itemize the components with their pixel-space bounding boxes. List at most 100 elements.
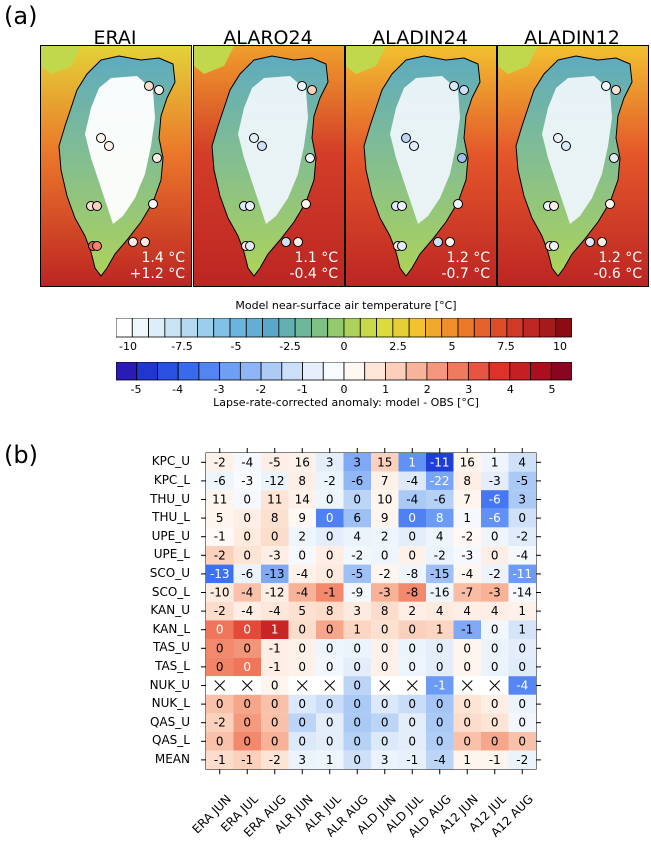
heatmap-cell-value: -1: [241, 753, 253, 767]
heatmap-cell-value: -1: [461, 623, 473, 637]
heatmap-cell-value: -1: [269, 641, 281, 655]
heatmap-cell: [316, 732, 344, 751]
heatmap-cell-value: 0: [298, 697, 306, 711]
station-marker: [92, 241, 102, 251]
colorbar-anom-swatch: [322, 362, 345, 381]
heatmap-cell: [316, 471, 344, 491]
heatmap-cell: [426, 750, 454, 770]
colorbar-anom-swatch: [550, 362, 572, 381]
heatmap-cell: [453, 620, 481, 639]
colorbar-anom-swatch: [530, 362, 552, 381]
heatmap-cell: [371, 713, 399, 732]
heatmap-cell: [206, 620, 234, 639]
heatmap-cell-value: 0: [381, 548, 389, 562]
heatmap-cell-value: 3: [353, 455, 361, 469]
heatmap-cell-value: 8: [436, 511, 444, 525]
heatmap-row-label: KAN_L: [152, 621, 190, 636]
heatmap-cell-value: 0: [518, 641, 526, 655]
heatmap-cell: [261, 601, 289, 621]
heatmap-cell: [343, 694, 371, 714]
station-marker: [397, 201, 407, 211]
heatmap-cell: [453, 453, 481, 472]
heatmap-cell-value: 0: [491, 641, 499, 655]
heatmap-cell: [288, 527, 316, 546]
heatmap-cell-value: -6: [241, 567, 253, 581]
heatmap-cell-value: -4: [296, 586, 308, 600]
heatmap-cell-value: 3: [353, 604, 361, 618]
heatmap-cell-value: -2: [351, 548, 363, 562]
heatmap-cell: [233, 732, 261, 751]
map-stats-erai: 1.4 °C +1.2 °C: [95, 250, 185, 282]
heatmap-cell-value: -3: [489, 586, 501, 600]
heatmap-cell-value: 0: [408, 530, 416, 544]
colorbar-temp-swatch: [343, 318, 361, 338]
heatmap-cell-value: -7: [461, 586, 473, 600]
heatmap-cell-value: 3: [381, 753, 389, 767]
heatmap-cell-value: 11: [212, 493, 227, 507]
heatmap-cell: [261, 471, 289, 491]
colorbar-anom-swatch: [281, 362, 303, 381]
heatmap: -2 -4 -5 16 3 3 15 1 -11 16 1 4-6 -3 -12 8 -2 -6 7 -4 -22 8-…: [201, 448, 541, 775]
station-marker: [459, 85, 469, 95]
heatmap-cell-value: -6: [351, 474, 363, 488]
heatmap-cell-value: 0: [463, 697, 471, 711]
heatmap-cell-value: 10: [377, 493, 392, 507]
heatmap-cell: [288, 694, 316, 714]
heatmap-cell: [233, 639, 261, 658]
heatmap-cell: [508, 508, 536, 528]
colorbar-temp-swatch: [555, 318, 572, 338]
map-stats-alaro24: 1.1 °C -0.4 °C: [248, 250, 338, 282]
heatmap-cell-value: -15: [430, 567, 450, 581]
heatmap-cell-value: 0: [518, 734, 526, 748]
heatmap-cell-value: 4: [436, 604, 444, 618]
heatmap-cell-value: -8: [406, 567, 418, 581]
colorbar-anom-swatch: [260, 362, 283, 381]
heatmap-cell: [288, 713, 316, 732]
heatmap-cell-value: -6: [489, 493, 501, 507]
heatmap-cell: [233, 453, 261, 472]
heatmap-cell-value: -1: [269, 660, 281, 674]
heatmap-cell-value: 0: [298, 716, 306, 730]
heatmap-cell-value: 0: [243, 660, 251, 674]
heatmap-cell-value: 0: [463, 660, 471, 674]
heatmap-cell: [343, 527, 371, 546]
heatmap-cell-value: 8: [271, 511, 279, 525]
colorbar-temp-swatch: [441, 318, 459, 338]
colorbar-anom-tick: -4: [172, 383, 184, 396]
heatmap-cell: [398, 453, 426, 472]
heatmap-cell-value: 0: [326, 623, 334, 637]
heatmap-cell: [453, 508, 481, 528]
colorbar-anom-tick: 0: [340, 383, 348, 396]
heatmap-row-label: TAS_U: [152, 640, 190, 655]
heatmap-cell-value: -16: [430, 586, 450, 600]
heatmap-cell-value: 0: [353, 734, 361, 748]
ice-sheet: [85, 76, 155, 224]
heatmap-cell: [371, 508, 399, 528]
station-marker: [305, 153, 315, 163]
heatmap-cell: [426, 546, 454, 565]
map-aladin24: [345, 45, 497, 287]
heatmap-cell: [206, 453, 234, 472]
heatmap-cell-value: 0: [381, 641, 389, 655]
heatmap-cell: [508, 490, 536, 509]
station-marker: [409, 141, 419, 151]
missing-marker: [461, 680, 473, 691]
heatmap-cell: [371, 490, 399, 509]
heatmap-cell-value: 0: [408, 548, 416, 562]
heatmap-cell: [426, 527, 454, 546]
station-marker: [549, 241, 559, 251]
heatmap-cell: [453, 564, 481, 584]
heatmap-cell-value: 1: [436, 623, 444, 637]
heatmap-cell: [261, 676, 289, 695]
heatmap-cell: [481, 732, 509, 751]
station-marker: [553, 133, 563, 143]
heatmap-row-labels: KPC_U KPC_L THU_U THU_L UPE_U UPE_L SCO_U SCO_L…: [110, 0, 200, 800]
heatmap-cell-value: 2: [408, 604, 416, 618]
heatmap-row-label: THU_L: [152, 510, 190, 525]
heatmap-cell: [481, 471, 509, 491]
heatmap-cell: [481, 527, 509, 546]
heatmap-cell: [288, 620, 316, 639]
heatmap-cell: [426, 453, 454, 472]
heatmap-cell-value: 2: [381, 530, 389, 544]
heatmap-cell: [481, 601, 509, 621]
